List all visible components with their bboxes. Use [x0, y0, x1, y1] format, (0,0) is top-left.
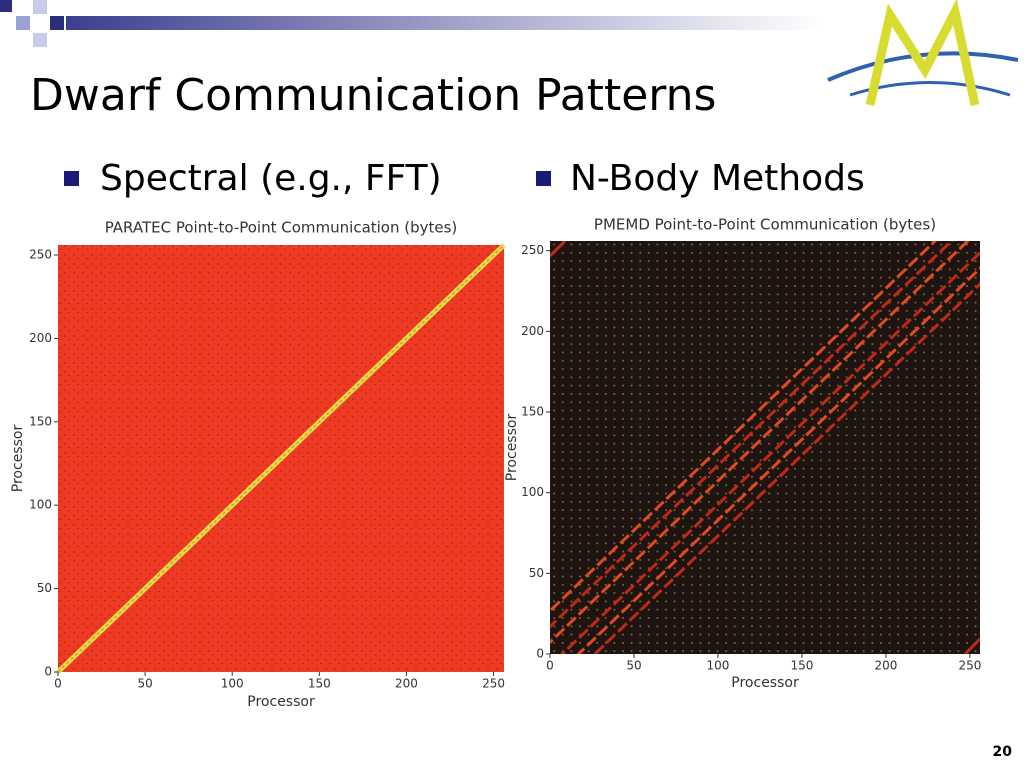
deco-bar [66, 16, 822, 30]
x-ticks: 0 50 100 150 200 250 [54, 672, 505, 691]
x-tick-label: 250 [482, 677, 505, 691]
corner [963, 637, 980, 654]
deco [16, 16, 30, 30]
y-tick-label: 250 [29, 248, 52, 262]
deco [50, 16, 64, 30]
y-axis-label: Processor [10, 425, 26, 493]
heatmap-pattern [56, 243, 506, 674]
band [576, 266, 980, 654]
x-tick-label: 150 [308, 677, 331, 691]
bullet-marker [64, 171, 79, 186]
band [592, 282, 980, 654]
band [550, 241, 970, 645]
y-tick-label: 250 [521, 243, 544, 257]
y-tick-label: 50 [37, 581, 52, 595]
x-tick-label: 100 [707, 659, 730, 673]
x-tick-label: 50 [137, 677, 152, 691]
x-axis-label: Processor [247, 694, 315, 710]
chart-title: PMEMD Point-to-Point Communication (byte… [594, 216, 936, 234]
heatmap-background [550, 241, 980, 654]
heatmap-pattern [550, 241, 980, 654]
x-tick-label: 200 [874, 659, 897, 673]
corner [550, 241, 567, 258]
y-tick-label: 100 [521, 485, 544, 499]
x-tick-label: 0 [546, 659, 554, 673]
y-tick-label: 200 [29, 331, 52, 345]
page-number: 20 [993, 744, 1013, 760]
bullet: Spectral (e.g., FFT) [100, 158, 442, 199]
y-tick-label: 200 [521, 324, 544, 338]
logo [827, 0, 1019, 106]
x-tick-label: 100 [221, 677, 244, 691]
slide-title: Dwarf Communication Patterns [30, 70, 716, 121]
band [560, 250, 980, 654]
x-tick-label: 50 [626, 659, 641, 673]
diagonal [57, 244, 505, 673]
deco [33, 33, 47, 47]
y-axis-label: Processor [504, 414, 520, 482]
x-tick-label: 150 [791, 659, 814, 673]
x-ticks: 0 50 100 150 200 250 [546, 654, 981, 673]
band [550, 241, 938, 613]
y-tick-label: 0 [536, 647, 544, 661]
x-axis-label: Processor [731, 675, 799, 691]
y-tick-label: 50 [529, 566, 544, 580]
y-tick-label: 150 [521, 405, 544, 419]
x-tick-label: 250 [958, 659, 981, 673]
chart-title: PARATEC Point-to-Point Communication (by… [105, 219, 458, 237]
y-tick-label: 0 [44, 665, 52, 679]
x-tick-label: 200 [395, 677, 418, 691]
y-tick-label: 150 [29, 414, 52, 428]
deco [33, 0, 47, 14]
x-tick-label: 0 [54, 677, 62, 691]
y-tick-label: 100 [29, 498, 52, 512]
bullet: N-Body Methods [570, 158, 865, 199]
deco [0, 0, 12, 12]
band [550, 241, 954, 629]
bullet-marker [536, 171, 551, 186]
